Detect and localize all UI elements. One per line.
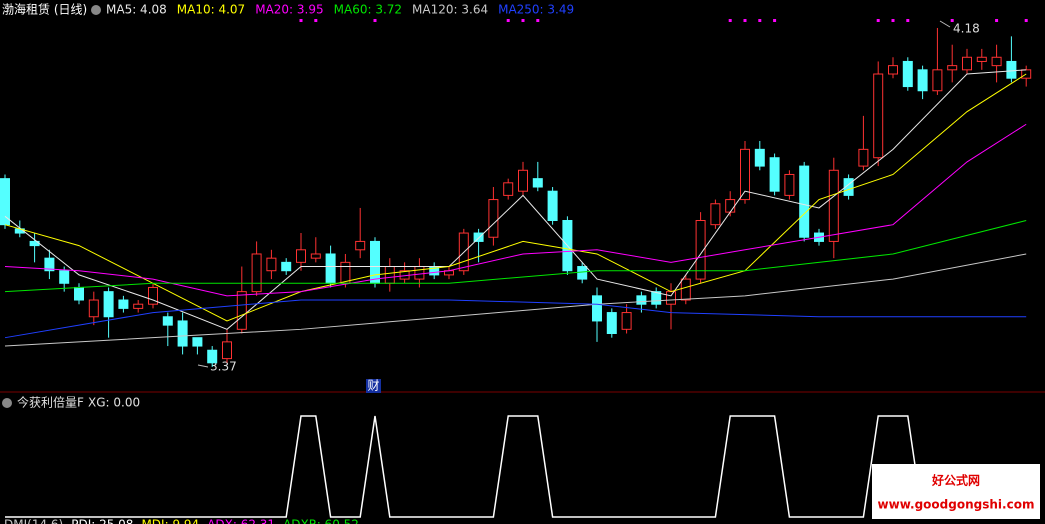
signal-dot — [374, 19, 377, 22]
candle-body — [726, 200, 735, 213]
candle-body — [622, 313, 631, 330]
candle-body — [415, 267, 424, 280]
candle-body — [977, 57, 986, 61]
candle-body — [282, 262, 291, 270]
candle-body — [237, 292, 246, 330]
legend-entry: MA5: 4.08 — [106, 3, 167, 17]
candle-body — [681, 279, 690, 300]
footer-text: ADXR: 60.52 — [283, 518, 359, 524]
watermark-url: www.goodgongshi.com — [878, 498, 1035, 512]
candle-body — [992, 57, 1001, 65]
signal-dot — [507, 19, 510, 22]
candle-body — [134, 304, 143, 308]
candle-body — [193, 338, 202, 346]
signal-dot — [773, 19, 776, 22]
candle-body — [903, 61, 912, 86]
legend-entry: MA10: 4.07 — [177, 3, 245, 17]
indicator-title: 今获利倍量F — [17, 395, 84, 410]
candle-body — [770, 158, 779, 191]
candle-body — [252, 254, 261, 292]
signal-dot — [758, 19, 761, 22]
candle-body — [859, 149, 868, 166]
candle-body — [326, 254, 335, 283]
candle-body — [163, 317, 172, 325]
chart-title: 渤海租赁 (日线) — [2, 2, 87, 17]
candle-body — [578, 267, 587, 280]
candle-body — [119, 300, 128, 308]
candle-body — [963, 57, 972, 70]
settings-icon[interactable] — [91, 5, 101, 15]
legend-entry: MA60: 3.72 — [334, 3, 402, 17]
candle-body — [548, 191, 557, 220]
high-annotation: 4.18 — [953, 22, 980, 36]
candle-body — [933, 70, 942, 91]
legend-entry: MA250: 3.49 — [498, 3, 574, 17]
candle-body — [60, 271, 69, 284]
watermark: 好公式网 www.goodgongshi.com — [872, 464, 1040, 519]
legend-entry: MA120: 3.64 — [412, 3, 488, 17]
candle-body — [533, 179, 542, 187]
signal-dot — [906, 19, 909, 22]
candle-body — [104, 292, 113, 317]
candle-body — [637, 296, 646, 304]
candle-body — [800, 166, 809, 237]
candle-body — [178, 321, 187, 346]
candle-body — [829, 170, 838, 241]
candle-body — [785, 174, 794, 195]
candle-body — [711, 204, 720, 225]
candle-body — [593, 296, 602, 321]
candle-body — [1007, 61, 1016, 78]
watermark-title: 好公式网 — [931, 473, 980, 488]
candle-body — [75, 287, 84, 300]
candle-body — [667, 292, 676, 305]
legend-entry: MA20: 3.95 — [255, 3, 323, 17]
candle-body — [755, 149, 764, 166]
candle-body — [311, 254, 320, 258]
candle-body — [89, 300, 98, 317]
signal-dot — [536, 19, 539, 22]
candle-body — [889, 66, 898, 74]
footer-text: DMI(14,6) — [4, 518, 63, 524]
candle-body — [474, 233, 483, 241]
candle-body — [504, 183, 513, 196]
signal-dot — [300, 19, 303, 22]
signal-dot — [744, 19, 747, 22]
candle-body — [607, 313, 616, 334]
signal-dot — [892, 19, 895, 22]
signal-dot — [729, 19, 732, 22]
indicator-icon[interactable] — [2, 398, 12, 408]
candle-body — [267, 258, 276, 271]
news-marker[interactable]: 财 — [367, 379, 379, 393]
candle-body — [918, 70, 927, 91]
signal-dot — [314, 19, 317, 22]
candle-body — [1, 179, 10, 225]
candle-body — [519, 170, 528, 191]
signal-dot — [995, 19, 998, 22]
signal-dot — [877, 19, 880, 22]
candle-body — [223, 342, 232, 359]
candle-body — [385, 267, 394, 284]
footer-text: ADX: 62.31 — [207, 518, 275, 524]
signal-dot — [951, 19, 954, 22]
signal-dot — [1025, 19, 1028, 22]
indicator-legend: XG: 0.00 — [88, 396, 140, 410]
candle-body — [208, 350, 217, 363]
candle-body — [371, 241, 380, 283]
candle-body — [341, 262, 350, 283]
candle-body — [489, 200, 498, 238]
candle-body — [297, 250, 306, 263]
candle-body — [356, 241, 365, 249]
candle-body — [948, 66, 957, 70]
signal-dot — [522, 19, 525, 22]
footer-text: MDI: 9.94 — [141, 518, 199, 524]
footer-text: PDI: 25.08 — [71, 518, 133, 524]
candle-body — [874, 74, 883, 158]
